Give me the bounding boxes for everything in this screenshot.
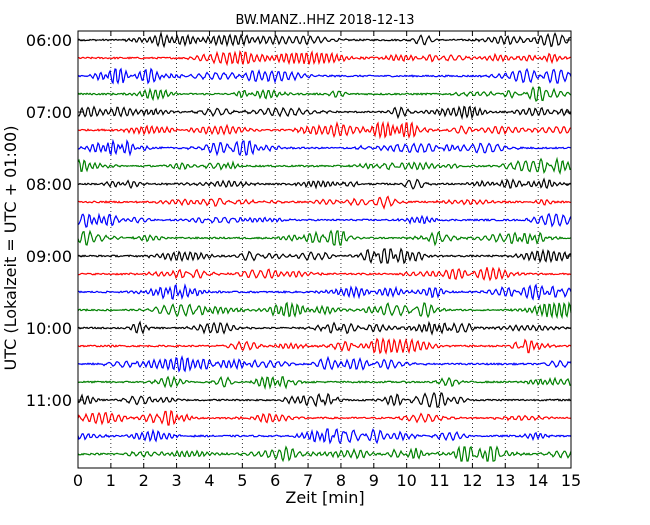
y-tick-label: 08:00 [26,175,72,194]
trace-1045 [77,375,572,390]
trace-0745 [77,156,572,175]
trace-0815 [77,195,572,210]
trace-0645 [77,86,572,102]
trace-1145 [77,445,572,463]
x-tick-label: 2 [139,471,149,490]
x-tick-label: 9 [369,471,379,490]
trace-1115 [77,409,572,426]
y-tick-label: 10:00 [26,319,72,338]
trace-0730 [77,138,572,157]
trace-0800 [77,177,572,190]
y-tick-label: 07:00 [26,103,72,122]
trace-1100 [77,391,572,408]
x-tick-label: 14 [528,471,548,490]
x-tick-label: 11 [429,471,449,490]
trace-0630 [77,67,572,85]
trace-group [77,30,572,463]
y-tick-label: 06:00 [26,31,72,50]
x-tick-label: 0 [73,471,83,490]
x-tick-label: 5 [237,471,247,490]
y-tick-label: 11:00 [26,391,72,410]
trace-0915 [77,266,572,282]
trace-0715 [77,120,572,140]
chart-title: BW.MANZ..HHZ 2018-12-13 [235,13,414,28]
trace-0930 [77,283,572,301]
x-tick-label: 12 [462,471,482,490]
grid-lines [110,31,539,468]
y-axis-title: UTC (Lokalzeit = UTC + 01:00) [1,126,20,371]
x-tick-label: 1 [106,471,116,490]
x-tick-label: 8 [336,471,346,490]
trace-0945 [77,301,572,320]
x-tick-label: 6 [270,471,280,490]
x-axis-ticks: 0 1 2 3 4 5 6 7 8 9 10 11 12 13 14 15 [73,31,581,490]
trace-0615 [77,50,572,67]
trace-0845 [77,229,572,247]
x-tick-label: 7 [303,471,313,490]
trace-1015 [77,337,572,355]
trace-1030 [77,354,572,373]
trace-0830 [77,212,572,228]
trace-0700 [77,105,572,121]
x-tick-label: 13 [495,471,515,490]
trace-1130 [77,428,572,445]
x-tick-label: 10 [396,471,416,490]
trace-0900 [77,247,572,265]
trace-1000 [77,320,572,336]
y-axis-ticks: 06:00 07:00 08:00 09:00 10:00 11:00 [26,31,571,410]
plot-frame [77,30,572,469]
x-tick-label: 3 [172,471,182,490]
trace-0600 [77,30,572,49]
x-tick-label: 15 [561,471,581,490]
x-axis-title: Zeit [min] [285,488,364,507]
y-tick-label: 09:00 [26,247,72,266]
x-tick-label: 4 [204,471,214,490]
